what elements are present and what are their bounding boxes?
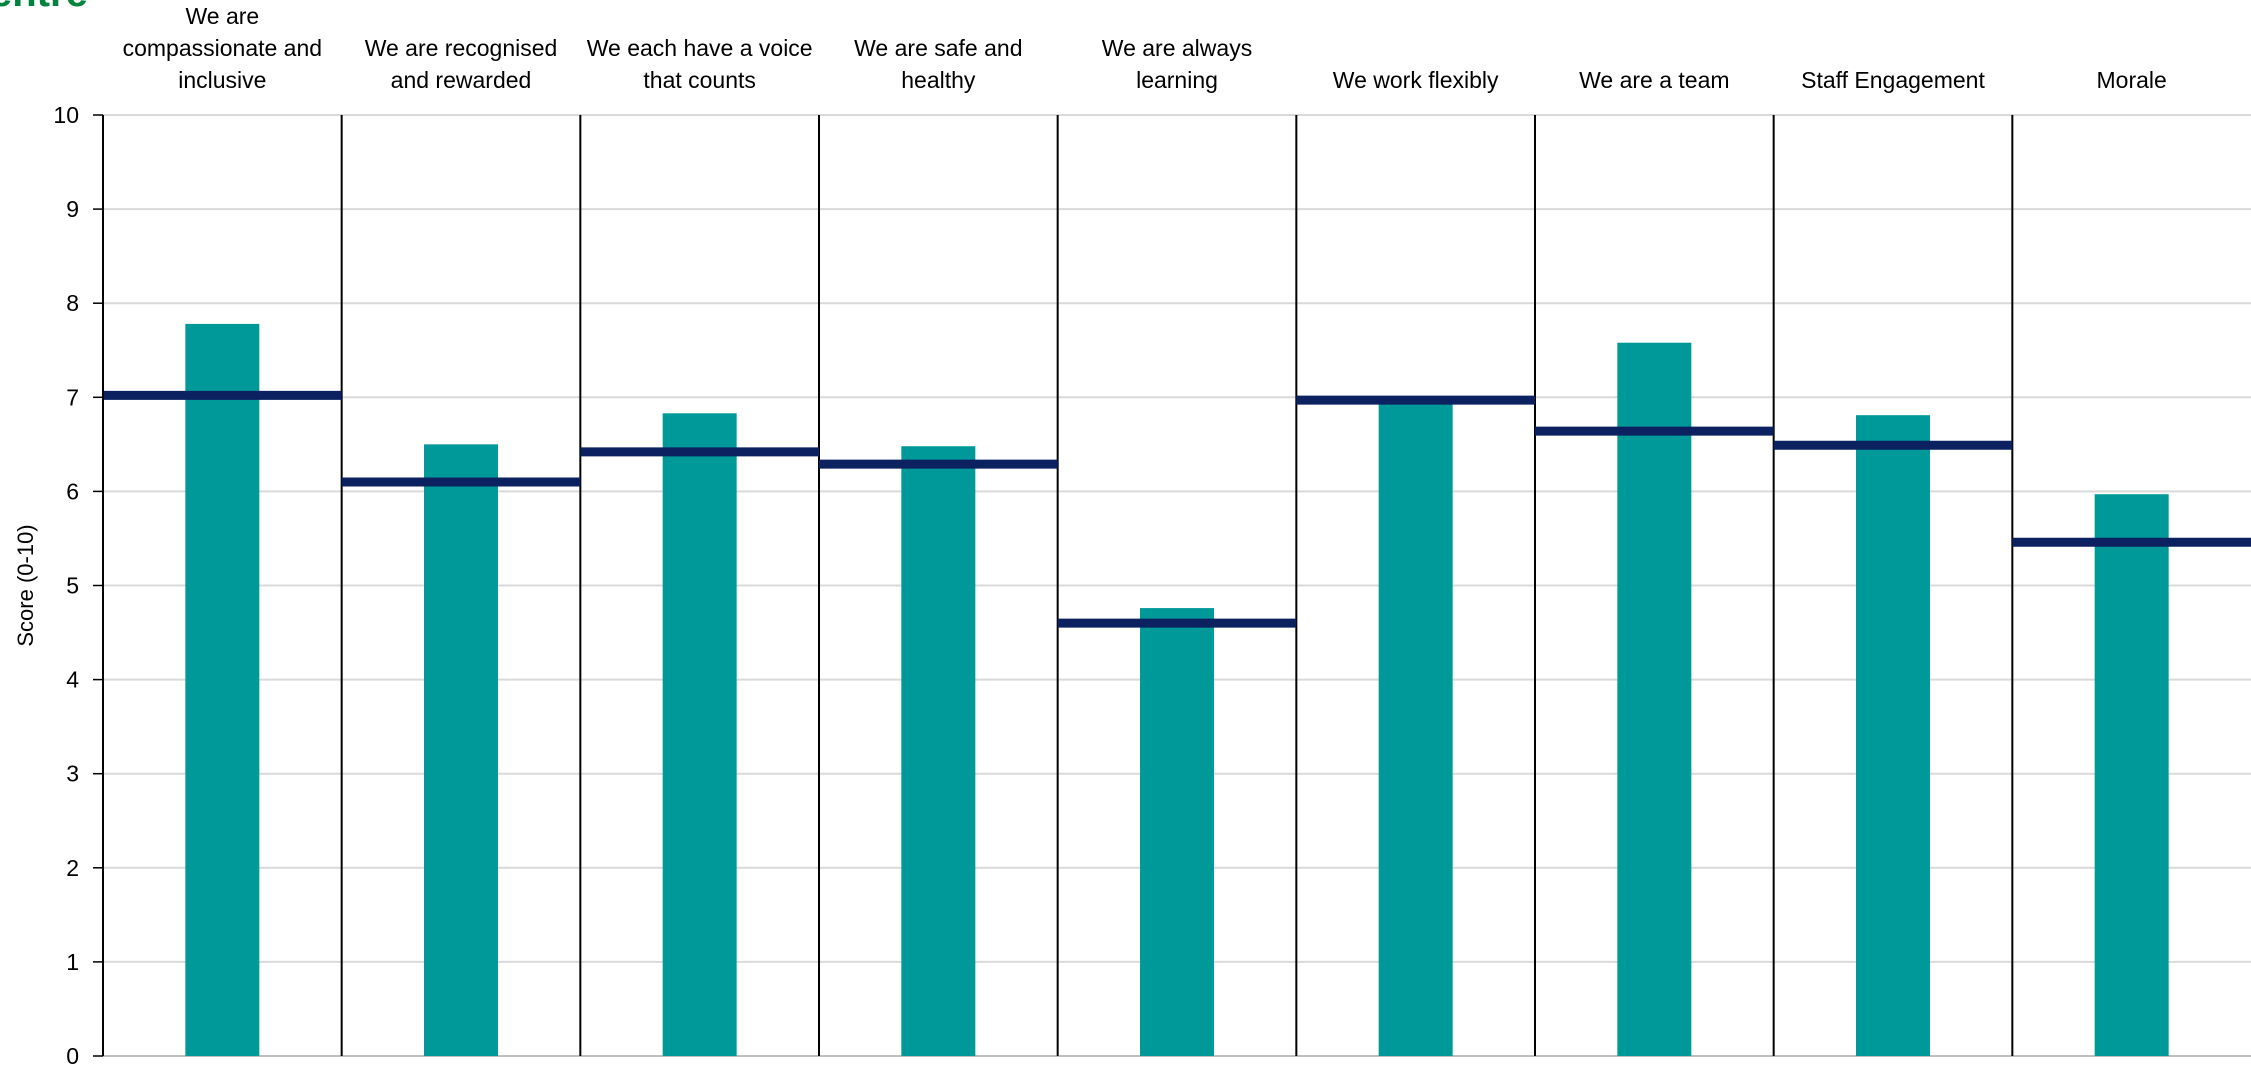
category-label: inclusive	[178, 67, 266, 93]
y-tick-label: 8	[66, 290, 79, 316]
category-label: healthy	[901, 67, 976, 93]
category-label: learning	[1136, 67, 1218, 93]
category-label: and rewarded	[391, 67, 532, 93]
category-label: We are safe and	[854, 35, 1022, 61]
category-label: We are always	[1102, 35, 1252, 61]
y-tick-label: 7	[66, 384, 79, 410]
category-label: We each have a voice	[587, 35, 813, 61]
brand-logo-fragment: entre	[0, 0, 88, 15]
category-label: We are a team	[1579, 67, 1729, 93]
y-tick-label: 0	[66, 1043, 79, 1065]
bar	[1140, 608, 1214, 1056]
bar	[1856, 415, 1930, 1057]
bar	[1617, 342, 1692, 1056]
bar	[185, 323, 260, 1057]
category-label: We are	[185, 3, 259, 29]
bars	[185, 323, 2169, 1057]
y-tick-label: 3	[66, 761, 79, 787]
bar	[424, 444, 498, 1057]
category-label: that counts	[643, 67, 756, 93]
bar	[1378, 402, 1453, 1056]
y-tick-label: 6	[66, 478, 79, 504]
benchmark-lines	[103, 390, 2251, 628]
y-axis-title: Score (0-10)	[13, 524, 38, 646]
category-dividers	[340, 115, 2014, 1056]
category-label: Staff Engagement	[1801, 67, 1985, 93]
y-tick-label: 9	[66, 196, 79, 222]
bar	[662, 413, 737, 1056]
category-label: compassionate and	[123, 35, 322, 61]
y-tick-label: 4	[66, 667, 79, 693]
category-label: We work flexibly	[1333, 67, 1499, 93]
bar	[2094, 494, 2169, 1056]
category-label: Morale	[2097, 67, 2167, 93]
bar	[901, 446, 976, 1056]
category-labels: We are compassionate and inclusive We are r…	[123, 3, 2167, 93]
y-tick-label: 5	[66, 573, 79, 599]
category-label: We are recognised	[365, 35, 558, 61]
y-tick-label: 2	[66, 855, 79, 881]
y-axis-ticks: 0 1 2 3 4 5 6 7 8 9 10	[53, 102, 103, 1065]
y-tick-label: 10	[53, 102, 79, 128]
y-tick-label: 1	[66, 949, 79, 975]
